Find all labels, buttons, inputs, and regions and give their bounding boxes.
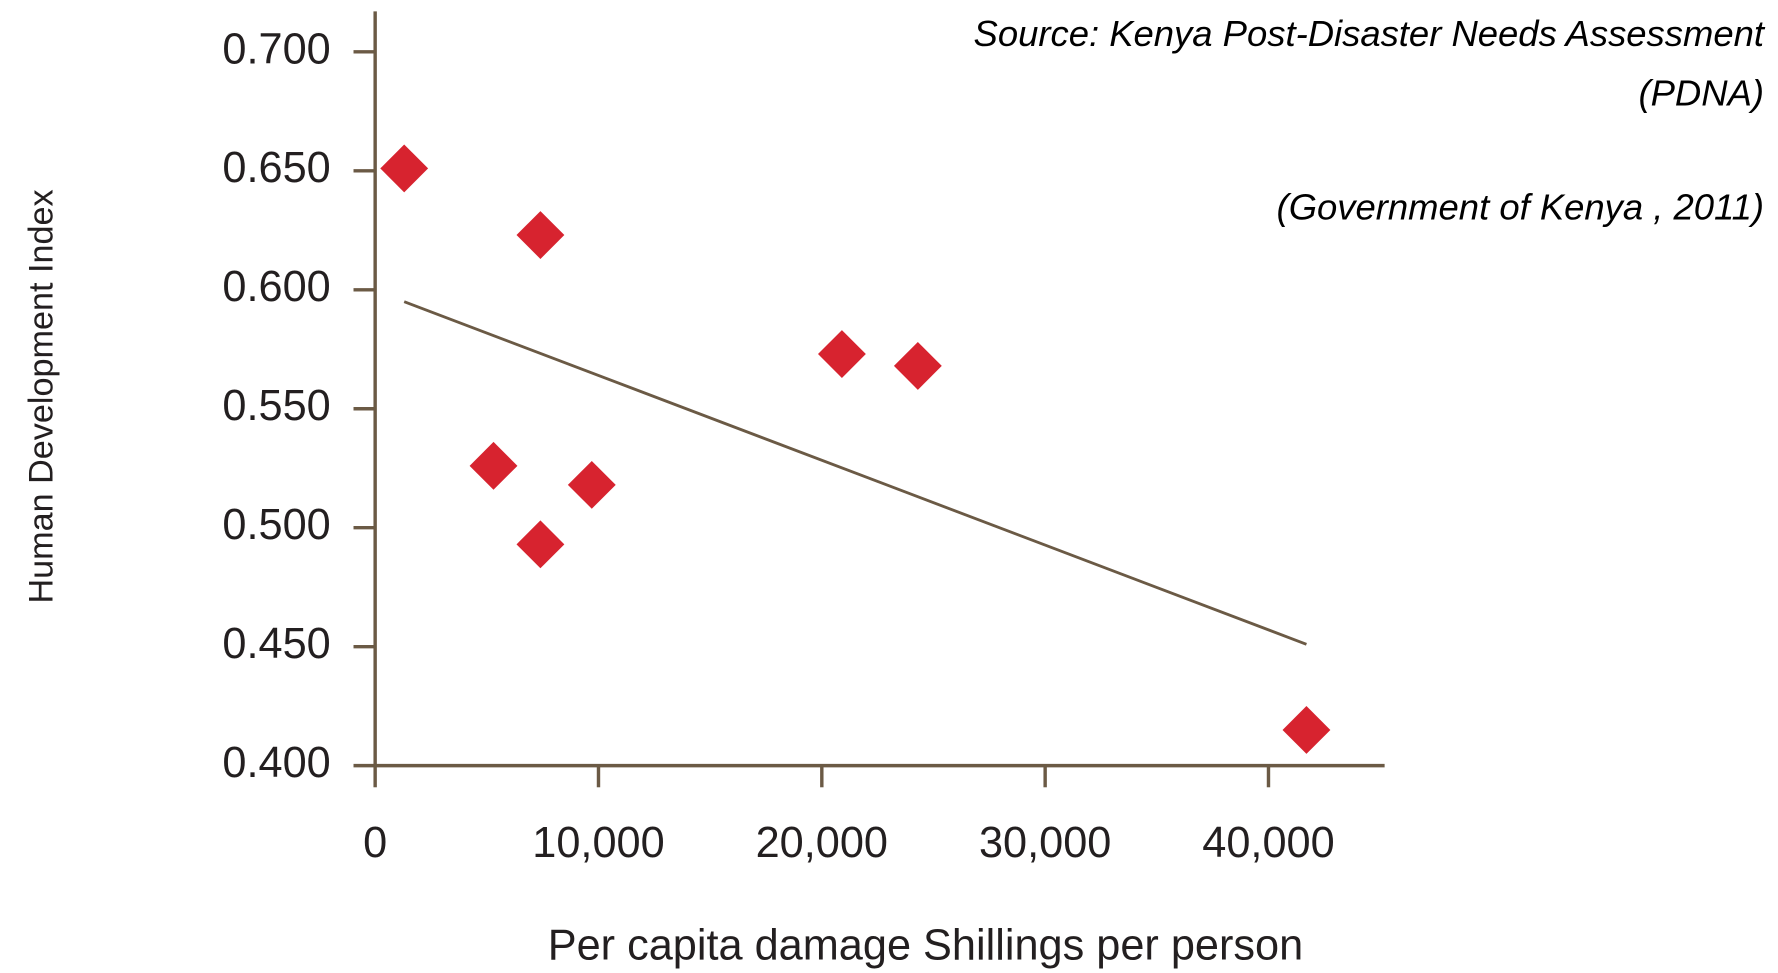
point	[817, 330, 866, 378]
trend-line	[403, 300, 1307, 646]
point	[516, 520, 565, 569]
x-tick-label: 40,000	[1202, 819, 1334, 867]
y-tick-label: 0.450	[222, 620, 330, 668]
x-axis-label: Per capita damage Shillings per person	[548, 921, 1303, 969]
y-tick-label: 0.650	[222, 144, 330, 192]
point	[567, 460, 616, 509]
point	[893, 341, 942, 390]
y-axis-label: Human Development Index	[23, 189, 61, 603]
x-tick-label: 10,000	[532, 819, 664, 867]
source-note: Source: Kenya Post-Disaster Needs Assess…	[974, 13, 1766, 54]
point	[1282, 706, 1331, 754]
source-note: (PDNA)	[1639, 72, 1765, 113]
y-tick-label: 0.700	[222, 25, 330, 73]
point	[380, 144, 429, 193]
y-tick-label: 0.550	[222, 382, 330, 430]
y-tick-label: 0.500	[222, 501, 330, 549]
point	[516, 211, 565, 259]
source-note: (Government of Kenya , 2011)	[1277, 186, 1764, 227]
point	[469, 441, 518, 490]
x-tick-label: 20,000	[756, 819, 888, 867]
x-tick-label: 0	[363, 819, 387, 867]
y-tick-label: 0.600	[222, 263, 330, 311]
y-tick-label: 0.400	[222, 739, 330, 787]
x-tick-label: 30,000	[979, 819, 1111, 867]
